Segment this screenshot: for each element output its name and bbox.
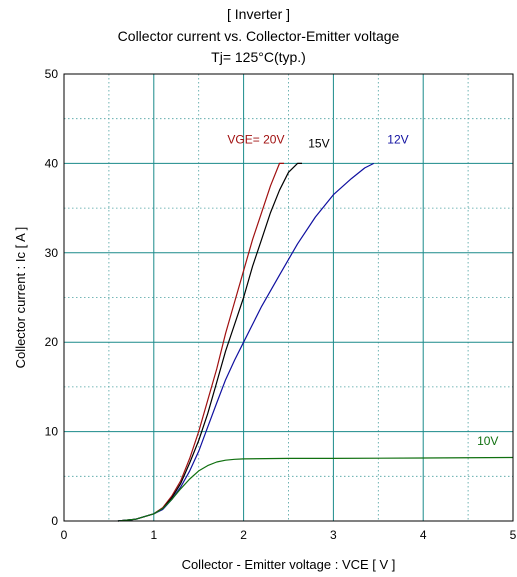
- y-tick-label: 30: [45, 246, 59, 260]
- series-lines: [117, 162, 514, 522]
- y-tick-label: 40: [45, 156, 59, 170]
- series-label: 12V: [387, 133, 408, 147]
- x-tick-label: 5: [510, 528, 517, 542]
- y-tick-label: 0: [51, 514, 58, 528]
- plot-frame: [63, 73, 514, 522]
- x-tick-label: 3: [330, 528, 337, 542]
- chart-title-line-1: [ Inverter ]: [226, 6, 291, 22]
- series-labels: VGE= 20V 15V 12V 10V: [227, 133, 498, 448]
- series-label: 15V: [308, 136, 329, 150]
- series-line-10v: [117, 456, 514, 522]
- x-tick-label: 1: [150, 528, 157, 542]
- chart-title-line-3: Tj= 125°C(typ.): [211, 49, 306, 65]
- x-tick-label: 2: [240, 528, 247, 542]
- x-tick-label: 0: [61, 528, 68, 542]
- x-tick-label: 4: [420, 528, 427, 542]
- x-axis-label: Collector - Emitter voltage : VCE [ V ]: [182, 557, 396, 572]
- y-tick-label: 20: [45, 335, 59, 349]
- series-label: VGE= 20V: [227, 133, 284, 147]
- y-axis-label: Collector current : Ic [ A ]: [13, 227, 28, 369]
- series-label: 10V: [477, 434, 498, 448]
- y-tick-label: 50: [45, 67, 59, 81]
- chart-title-line-2: Collector current vs. Collector-Emitter …: [117, 28, 400, 44]
- grid: [64, 74, 513, 521]
- series-line-vge-20v: [117, 162, 284, 522]
- y-tick-label: 10: [45, 425, 59, 439]
